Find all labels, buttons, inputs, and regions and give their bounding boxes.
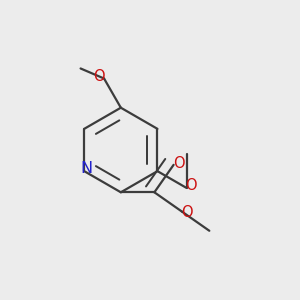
Text: O: O [181,205,193,220]
Text: O: O [93,69,105,84]
Text: N: N [80,161,92,176]
Text: O: O [185,178,197,193]
Text: O: O [173,156,185,171]
